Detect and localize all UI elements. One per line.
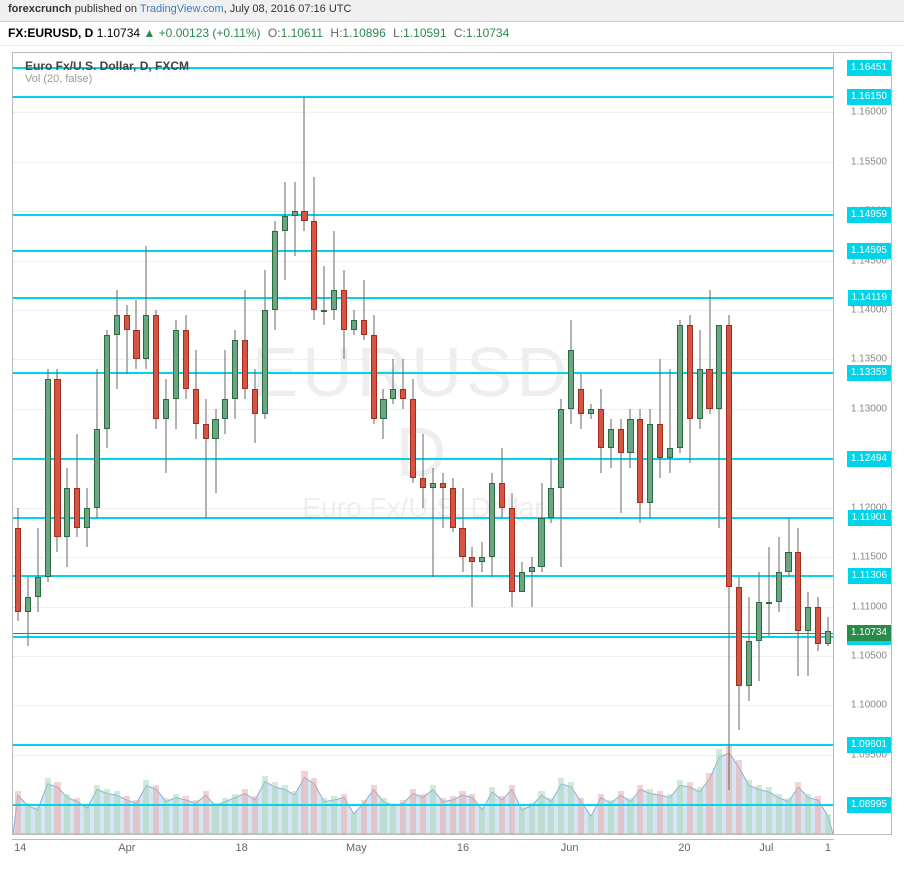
candle[interactable] — [321, 53, 327, 834]
candle[interactable] — [459, 53, 465, 834]
candle[interactable] — [15, 53, 21, 834]
candle[interactable] — [124, 53, 130, 834]
candle[interactable] — [716, 53, 722, 834]
candle[interactable] — [173, 53, 179, 834]
candle[interactable] — [104, 53, 110, 834]
candle[interactable] — [94, 53, 100, 834]
candle[interactable] — [776, 53, 782, 834]
candle[interactable] — [351, 53, 357, 834]
candle[interactable] — [479, 53, 485, 834]
candle[interactable] — [292, 53, 298, 834]
candle[interactable] — [667, 53, 673, 834]
candle[interactable] — [825, 53, 831, 834]
candle[interactable] — [74, 53, 80, 834]
candle[interactable] — [657, 53, 663, 834]
candle[interactable] — [252, 53, 258, 834]
candle[interactable] — [766, 53, 772, 834]
candle[interactable] — [400, 53, 406, 834]
x-axis: 14Apr18May16Jun20Jul1 — [12, 839, 834, 859]
candle[interactable] — [430, 53, 436, 834]
candle[interactable] — [410, 53, 416, 834]
candle[interactable] — [785, 53, 791, 834]
candle[interactable] — [598, 53, 604, 834]
candle[interactable] — [45, 53, 51, 834]
candle[interactable] — [331, 53, 337, 834]
candle[interactable] — [548, 53, 554, 834]
candle[interactable] — [588, 53, 594, 834]
candle[interactable] — [815, 53, 821, 834]
candle[interactable] — [489, 53, 495, 834]
candle[interactable] — [509, 53, 515, 834]
candle[interactable] — [84, 53, 90, 834]
candle[interactable] — [805, 53, 811, 834]
candle[interactable] — [706, 53, 712, 834]
candle[interactable] — [143, 53, 149, 834]
candle[interactable] — [519, 53, 525, 834]
candle[interactable] — [637, 53, 643, 834]
candle[interactable] — [608, 53, 614, 834]
candle[interactable] — [450, 53, 456, 834]
candle[interactable] — [242, 53, 248, 834]
candle[interactable] — [272, 53, 278, 834]
candle[interactable] — [133, 53, 139, 834]
publish-bar: forexcrunch published on TradingView.com… — [0, 0, 904, 22]
candle[interactable] — [114, 53, 120, 834]
candle[interactable] — [647, 53, 653, 834]
candle[interactable] — [420, 53, 426, 834]
candle[interactable] — [697, 53, 703, 834]
candle[interactable] — [469, 53, 475, 834]
candle[interactable] — [558, 53, 564, 834]
candle[interactable] — [282, 53, 288, 834]
candle[interactable] — [54, 53, 60, 834]
candle[interactable] — [64, 53, 70, 834]
candle[interactable] — [371, 53, 377, 834]
plot-area[interactable]: Euro Fx/U.S. Dollar, D, FXCM Vol (20, fa… — [13, 53, 833, 834]
candle[interactable] — [618, 53, 624, 834]
candle[interactable] — [795, 53, 801, 834]
ohlc-bar: FX:EURUSD, D 1.10734 ▲ +0.00123 (+0.11%)… — [0, 22, 904, 46]
candle[interactable] — [726, 53, 732, 834]
candle[interactable] — [212, 53, 218, 834]
candle[interactable] — [677, 53, 683, 834]
publisher: forexcrunch — [8, 3, 72, 15]
candle[interactable] — [687, 53, 693, 834]
up-arrow-icon: ▲ — [143, 26, 155, 40]
candle[interactable] — [232, 53, 238, 834]
candle[interactable] — [756, 53, 762, 834]
candle[interactable] — [440, 53, 446, 834]
candle[interactable] — [193, 53, 199, 834]
candle[interactable] — [390, 53, 396, 834]
candle[interactable] — [568, 53, 574, 834]
candle[interactable] — [222, 53, 228, 834]
candle[interactable] — [627, 53, 633, 834]
chart-title: Euro Fx/U.S. Dollar, D, FXCM — [25, 59, 189, 73]
candle[interactable] — [153, 53, 159, 834]
candle[interactable] — [262, 53, 268, 834]
candle[interactable] — [538, 53, 544, 834]
candle[interactable] — [746, 53, 752, 834]
candle[interactable] — [203, 53, 209, 834]
candle[interactable] — [578, 53, 584, 834]
candle[interactable] — [35, 53, 41, 834]
candle[interactable] — [183, 53, 189, 834]
candle[interactable] — [499, 53, 505, 834]
candle[interactable] — [301, 53, 307, 834]
candle[interactable] — [163, 53, 169, 834]
candle[interactable] — [361, 53, 367, 834]
candle[interactable] — [341, 53, 347, 834]
candle[interactable] — [736, 53, 742, 834]
site-link[interactable]: TradingView.com — [140, 3, 224, 15]
chart-container[interactable]: Euro Fx/U.S. Dollar, D, FXCM Vol (20, fa… — [12, 52, 892, 835]
candle[interactable] — [380, 53, 386, 834]
candle[interactable] — [311, 53, 317, 834]
candle[interactable] — [529, 53, 535, 834]
y-axis: 1.160001.155001.150001.145001.140001.135… — [833, 53, 891, 834]
chart-subtitle: Vol (20, false) — [25, 73, 189, 85]
candle[interactable] — [25, 53, 31, 834]
